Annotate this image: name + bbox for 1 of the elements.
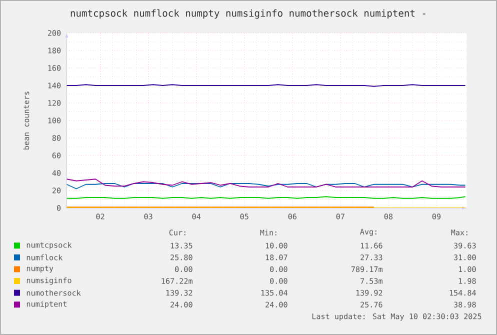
chart-title: numtcpsock numflock numpty numsiginfo numothersock numiptent - xyxy=(70,9,426,19)
